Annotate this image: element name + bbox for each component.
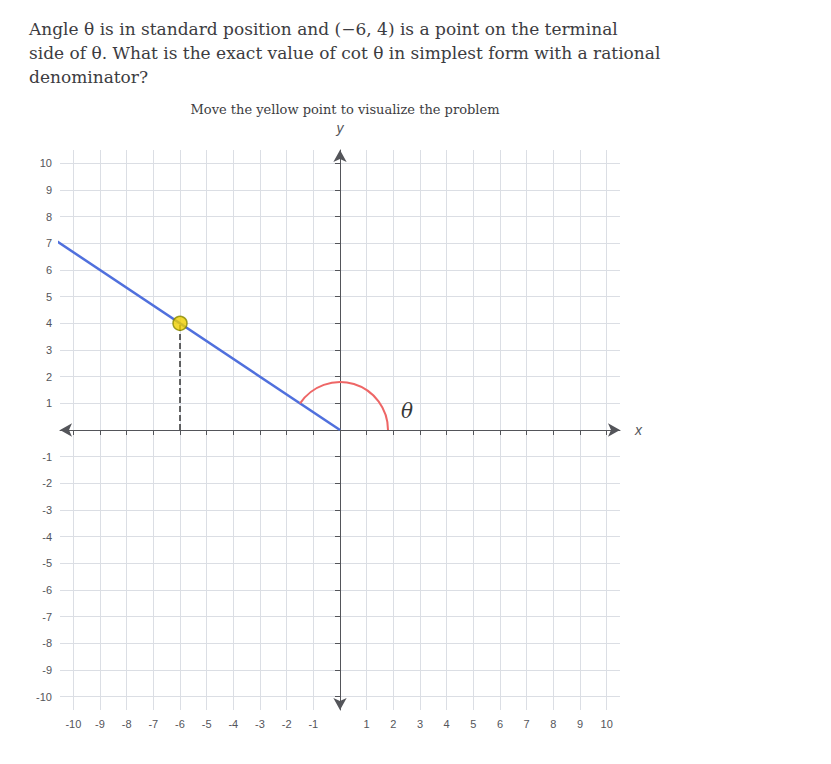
svg-text:6: 6 [46, 264, 52, 276]
svg-text:-7: -7 [148, 718, 158, 730]
svg-text:2: 2 [46, 371, 52, 383]
svg-text:10: 10 [601, 718, 613, 730]
svg-text:5: 5 [470, 718, 476, 730]
svg-text:3: 3 [46, 344, 52, 356]
svg-text:9: 9 [577, 718, 583, 730]
svg-text:-4: -4 [228, 718, 238, 730]
svg-text:denominator?: denominator? [29, 67, 148, 87]
svg-text:-6: -6 [175, 718, 185, 730]
svg-text:4: 4 [444, 718, 450, 730]
svg-text:y: y [336, 120, 345, 136]
svg-text:1: 1 [46, 397, 52, 409]
svg-text:10: 10 [40, 157, 52, 169]
svg-text:-9: -9 [42, 664, 52, 676]
svg-text:-10: -10 [65, 718, 81, 730]
svg-text:3: 3 [417, 718, 423, 730]
svg-text:8: 8 [46, 211, 52, 223]
svg-text:9: 9 [46, 184, 52, 196]
svg-text:-3: -3 [42, 504, 52, 516]
svg-text:-1: -1 [42, 451, 52, 463]
svg-text:-3: -3 [255, 718, 265, 730]
svg-text:x: x [634, 422, 643, 438]
svg-text:-8: -8 [122, 718, 132, 730]
svg-text:-5: -5 [202, 718, 212, 730]
svg-text:6: 6 [497, 718, 503, 730]
svg-text:8: 8 [550, 718, 556, 730]
svg-text:-7: -7 [42, 611, 52, 623]
svg-text:-4: -4 [42, 531, 52, 543]
svg-text:-2: -2 [282, 718, 292, 730]
svg-text:7: 7 [524, 718, 530, 730]
svg-text:-5: -5 [42, 557, 52, 569]
svg-text:-8: -8 [42, 637, 52, 649]
svg-text:θ: θ [401, 399, 413, 423]
svg-text:-9: -9 [95, 718, 105, 730]
svg-text:1: 1 [364, 718, 370, 730]
svg-text:7: 7 [46, 237, 52, 249]
svg-text:Move the yellow point to visua: Move the yellow point to visualize the p… [191, 102, 500, 117]
svg-text:4: 4 [46, 317, 52, 329]
svg-text:-2: -2 [42, 477, 52, 489]
svg-text:5: 5 [46, 291, 52, 303]
svg-text:Angle θ is in standard positio: Angle θ is in standard position and (−6,… [28, 19, 618, 39]
svg-text:-6: -6 [42, 584, 52, 596]
svg-text:-1: -1 [308, 718, 318, 730]
svg-text:-10: -10 [36, 691, 52, 703]
svg-text:side of θ. What is the exact v: side of θ. What is the exact value of co… [29, 43, 660, 63]
svg-text:2: 2 [390, 718, 396, 730]
